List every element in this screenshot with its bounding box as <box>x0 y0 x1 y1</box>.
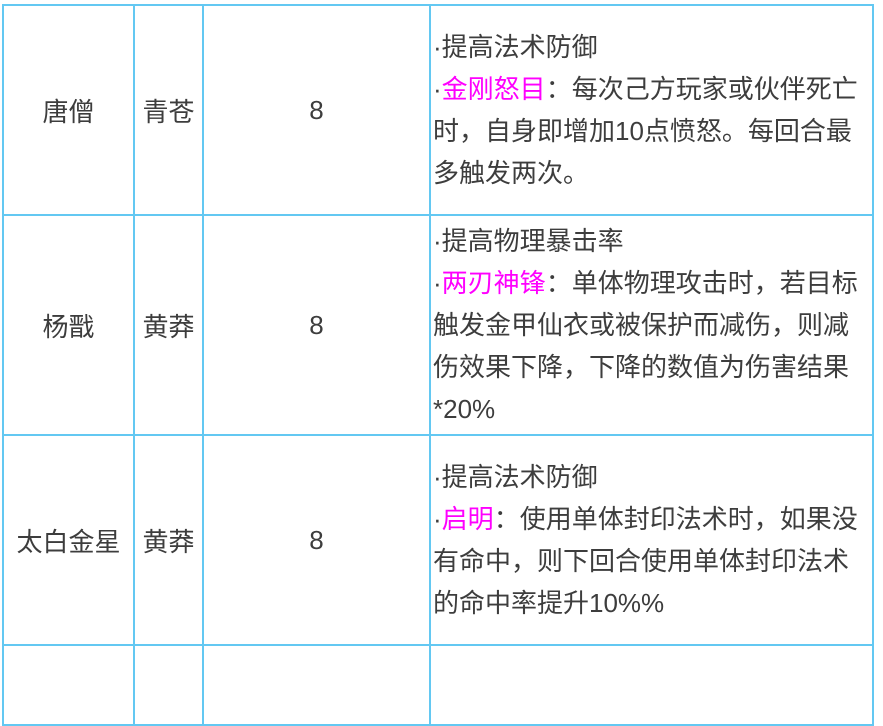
partner-cell: 黄莽 <box>133 434 204 646</box>
effect-cell: ·提高物理暴击率 ·两刃神锋：单体物理攻击时，若目标触发金甲仙衣或被保护而减伤，… <box>429 214 874 436</box>
value-cell: 8 <box>202 4 431 216</box>
character-name-cell: 唐僧 <box>2 4 135 216</box>
table-row: 杨戬 黄莽 8 ·提高物理暴击率 ·两刃神锋：单体物理攻击时，若目标触发金甲仙衣… <box>2 214 874 436</box>
effect-cell: ·提高法术防御 ·启明：使用单体封印法术时，如果没有命中，则下回合使用单体封印法… <box>429 434 874 646</box>
table-row: 唐僧 青苍 8 ·提高法术防御 ·金刚怒目：每次己方玩家或伙伴死亡时，自身即增加… <box>2 4 874 216</box>
character-name-cell: 太白金星 <box>2 434 135 646</box>
skills-table: 唐僧 青苍 8 ·提高法术防御 ·金刚怒目：每次己方玩家或伙伴死亡时，自身即增加… <box>2 4 874 726</box>
value-cell <box>202 644 431 726</box>
effect-cell: ·提高法术防御 ·金刚怒目：每次己方玩家或伙伴死亡时，自身即增加10点愤怒。每回… <box>429 4 874 216</box>
table-row: 太白金星 黄莽 8 ·提高法术防御 ·启明：使用单体封印法术时，如果没有命中，则… <box>2 434 874 646</box>
character-name-cell: 杨戬 <box>2 214 135 436</box>
partner-cell <box>133 644 204 726</box>
table-row <box>2 644 874 726</box>
effect-cell <box>429 644 874 726</box>
partner-cell: 青苍 <box>133 4 204 216</box>
value-cell: 8 <box>202 214 431 436</box>
value-cell: 8 <box>202 434 431 646</box>
character-name-cell <box>2 644 135 726</box>
partner-cell: 黄莽 <box>133 214 204 436</box>
